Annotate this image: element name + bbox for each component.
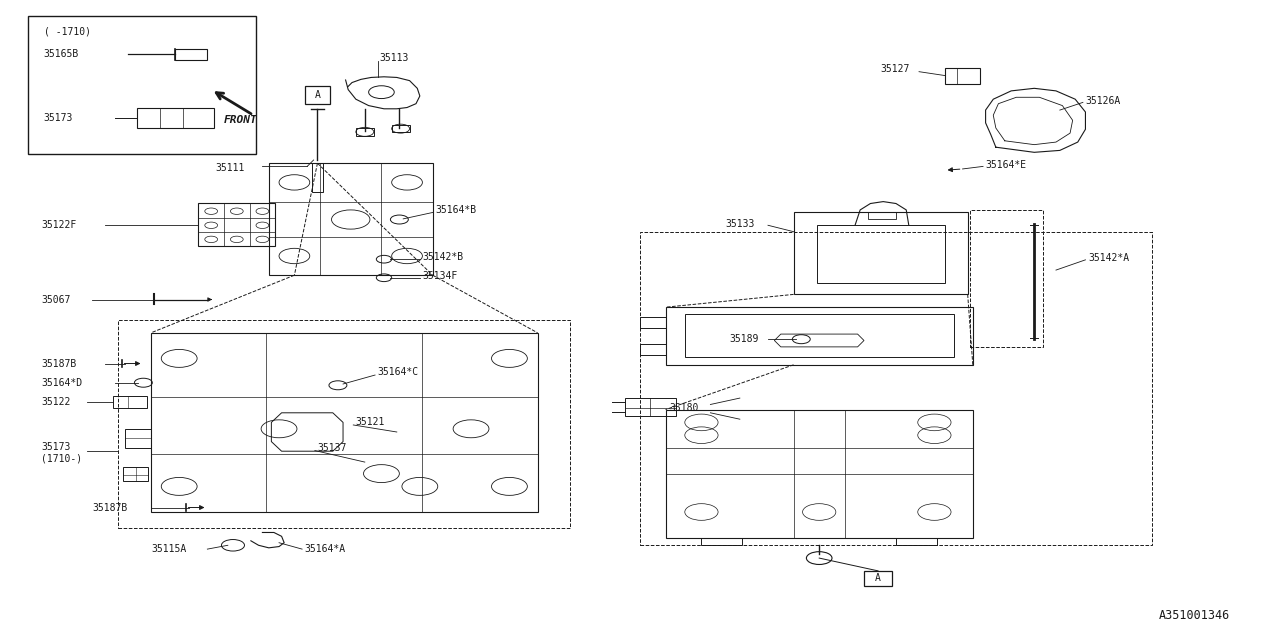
- Text: 35115A: 35115A: [151, 544, 187, 554]
- Text: 35121: 35121: [356, 417, 385, 428]
- Text: 35111: 35111: [215, 163, 244, 173]
- Text: 35133: 35133: [726, 219, 755, 229]
- Text: A351001346: A351001346: [1158, 609, 1230, 622]
- Text: 35142*B: 35142*B: [422, 252, 463, 262]
- Text: 35173: 35173: [41, 442, 70, 452]
- Text: 35122F: 35122F: [41, 220, 77, 230]
- Text: 35067: 35067: [41, 294, 70, 305]
- Text: FRONT: FRONT: [224, 115, 257, 125]
- Text: 35164*E: 35164*E: [986, 160, 1027, 170]
- Text: 35173: 35173: [44, 113, 73, 124]
- Text: 35165B: 35165B: [44, 49, 79, 60]
- Text: (1710-): (1710-): [41, 454, 82, 464]
- Text: 35187B: 35187B: [92, 502, 128, 513]
- Text: 35134F: 35134F: [422, 271, 458, 282]
- Text: 35142*A: 35142*A: [1088, 253, 1129, 263]
- Text: 35164*B: 35164*B: [435, 205, 476, 215]
- Text: 35127: 35127: [881, 64, 910, 74]
- Text: 35189: 35189: [730, 334, 759, 344]
- Text: ( -1710): ( -1710): [44, 27, 91, 37]
- Text: 35122: 35122: [41, 397, 70, 407]
- Text: 35164*A: 35164*A: [305, 544, 346, 554]
- Text: A: A: [315, 90, 320, 100]
- Text: 35113: 35113: [379, 53, 408, 63]
- Text: A: A: [876, 573, 881, 583]
- Text: 35164*D: 35164*D: [41, 378, 82, 388]
- Text: 35180: 35180: [669, 403, 699, 413]
- Text: 35187B: 35187B: [41, 358, 77, 369]
- Text: 35126A: 35126A: [1085, 96, 1121, 106]
- Text: 35164*C: 35164*C: [378, 367, 419, 378]
- Text: 35137: 35137: [317, 443, 347, 453]
